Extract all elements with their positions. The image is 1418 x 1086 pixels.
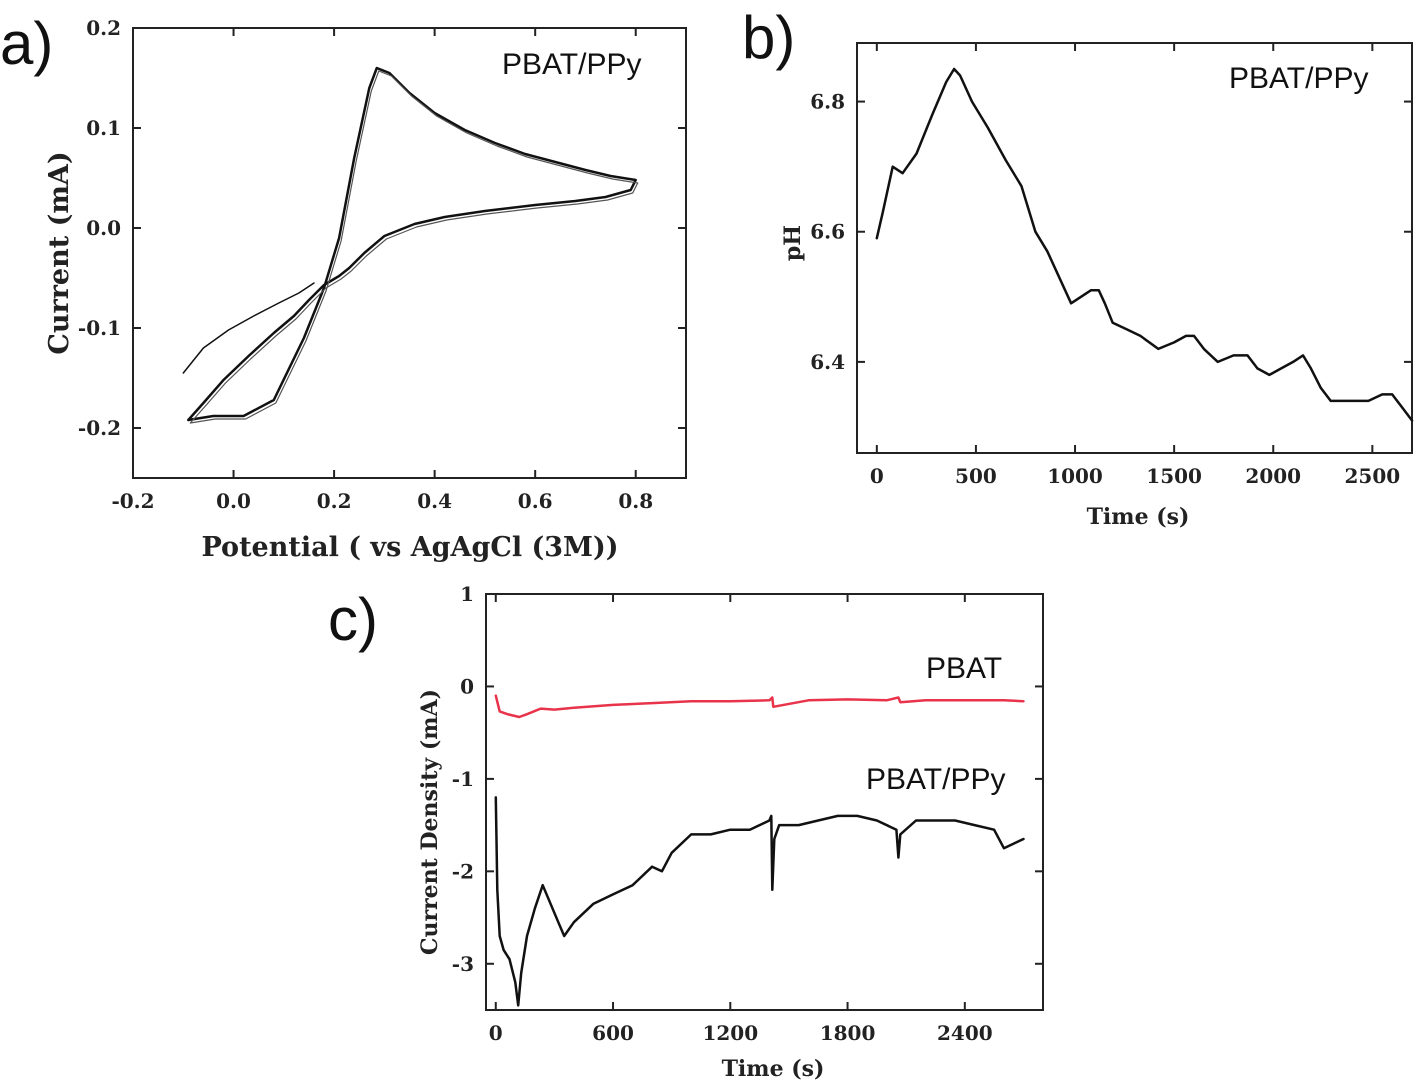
panel-b-y-axis-label: pH (780, 225, 806, 261)
panel-c-x-tick-label: 600 (592, 1021, 634, 1045)
panel-a-y-tick-label: -0.2 (78, 416, 121, 440)
panel-a-x-axis-label: Potential ( vs AgAgCl (3M)) (201, 532, 618, 563)
panel-c-ppy-label: PBAT/PPy (866, 763, 1005, 796)
panel-b-series-line-0 (875, 67, 1414, 422)
panel-b-chart: 0 500 1000 1500 2000 2500 6.4 6.6 6.8 PBAT/PPy T… (780, 42, 1414, 530)
panel-b-x-tick-label: 2000 (1245, 464, 1301, 488)
panel-a-x-tick-label: 0.4 (417, 489, 452, 513)
panel-c-y-tick-label: 0 (460, 674, 474, 698)
panel-c-series-line-pbat-ppy (494, 796, 1025, 1007)
panel-c-pbat-label: PBAT (926, 652, 1002, 685)
panel-b-x-tick-label: 1000 (1047, 464, 1103, 488)
panel-a-x-tick-label: 0.2 (317, 489, 352, 513)
panel-a-y-axis-label: Current (mA) (44, 151, 75, 354)
panel-a-x-tick-label: 0.8 (618, 489, 653, 513)
panel-c-y-tick-label: 1 (460, 582, 474, 606)
panel-c-frame (485, 593, 1044, 1011)
panel-a-letter: a) (0, 10, 53, 77)
panel-a-x-tick-label: 0.6 (518, 489, 553, 513)
panel-a-x-tick-label: -0.2 (111, 489, 154, 513)
panel-c-letter: c) (328, 586, 378, 653)
panel-a-y-tick-label: -0.1 (78, 316, 121, 340)
panel-c-series-line-pbat (494, 694, 1025, 719)
panel-b-y-tick-label: 6.4 (810, 350, 845, 374)
panel-b-x-tick-label: 1500 (1146, 464, 1202, 488)
panel-a-series-line-1 (182, 282, 315, 374)
panel-c-x-tick-label: 1200 (702, 1021, 758, 1045)
panel-c-x-axis-label: Time (s) (722, 1056, 825, 1082)
panel-b-y-tick-label: 6.8 (810, 90, 845, 114)
panel-c-x-tick-label: 1800 (820, 1021, 876, 1045)
panel-a-series-line-cycle (189, 70, 639, 424)
panel-c-x-tick-label: 0 (489, 1021, 503, 1045)
panel-a-x-tick-label: 0.0 (216, 489, 251, 513)
panel-c-x-tick-label: 2400 (937, 1021, 993, 1045)
panel-a-frame (132, 27, 687, 479)
panel-c-y-tick-label: -1 (452, 767, 474, 791)
panel-a-series-line-0 (187, 66, 637, 422)
panel-c-y-tick-label: -2 (452, 859, 474, 883)
panel-a-series-label: PBAT/PPy (502, 48, 641, 81)
panel-c-chart: 0 600 1200 1800 2400 -3 -2 -1 0 1 PBAT PBAT/PPy T… (417, 582, 1044, 1082)
panel-c-y-axis-label: Current Density (mA) (417, 689, 443, 955)
panel-b-x-tick-label: 0 (870, 464, 884, 488)
panel-a-chart: -0.2 0.0 0.2 0.4 0.6 0.8 -0.2 -0.1 0.0 0.1 0.2 PBA… (44, 16, 687, 563)
panel-a-y-tick-label: 0.0 (86, 216, 121, 240)
panel-b-series-label: PBAT/PPy (1229, 62, 1368, 95)
panel-b-x-tick-label: 500 (955, 464, 997, 488)
panel-b-letter: b) (742, 4, 795, 71)
panel-b-frame (856, 42, 1413, 454)
panel-b-y-tick-label: 6.6 (810, 220, 845, 244)
panel-a-y-tick-label: 0.2 (86, 16, 121, 40)
panel-c-y-tick-label: -3 (452, 952, 474, 976)
panel-b-x-axis-label: Time (s) (1087, 504, 1190, 530)
panel-b-x-tick-label: 2500 (1345, 464, 1401, 488)
panel-a-y-tick-label: 0.1 (86, 116, 121, 140)
